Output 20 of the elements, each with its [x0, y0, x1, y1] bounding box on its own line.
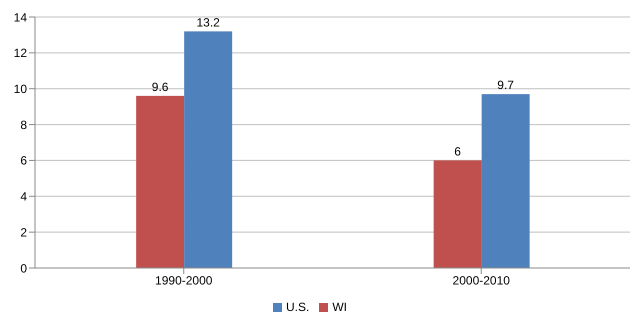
y-tick-label: 8: [20, 118, 28, 132]
x-tick-label: 1990-2000: [155, 274, 213, 288]
legend-label: U.S.: [286, 300, 310, 314]
data-label: 9.6: [152, 80, 169, 94]
data-label: 6: [454, 144, 462, 158]
data-label: 13.2: [196, 15, 220, 30]
y-tick-label: 6: [20, 154, 28, 168]
bar: [434, 160, 482, 268]
y-tick-label: 0: [20, 261, 28, 276]
y-tick-label: 2: [20, 225, 28, 240]
bar: [136, 96, 184, 268]
y-tick-label: 12: [14, 46, 28, 60]
legend-label: WI: [332, 300, 347, 314]
bar: [482, 94, 530, 268]
y-tick-label: 10: [14, 82, 28, 96]
x-tick-label: 2000-2010: [452, 274, 510, 288]
bar: [184, 31, 232, 268]
data-label: 9.7: [497, 78, 514, 92]
y-tick-label: 4: [20, 190, 28, 204]
y-tick-label: 14: [14, 10, 28, 24]
